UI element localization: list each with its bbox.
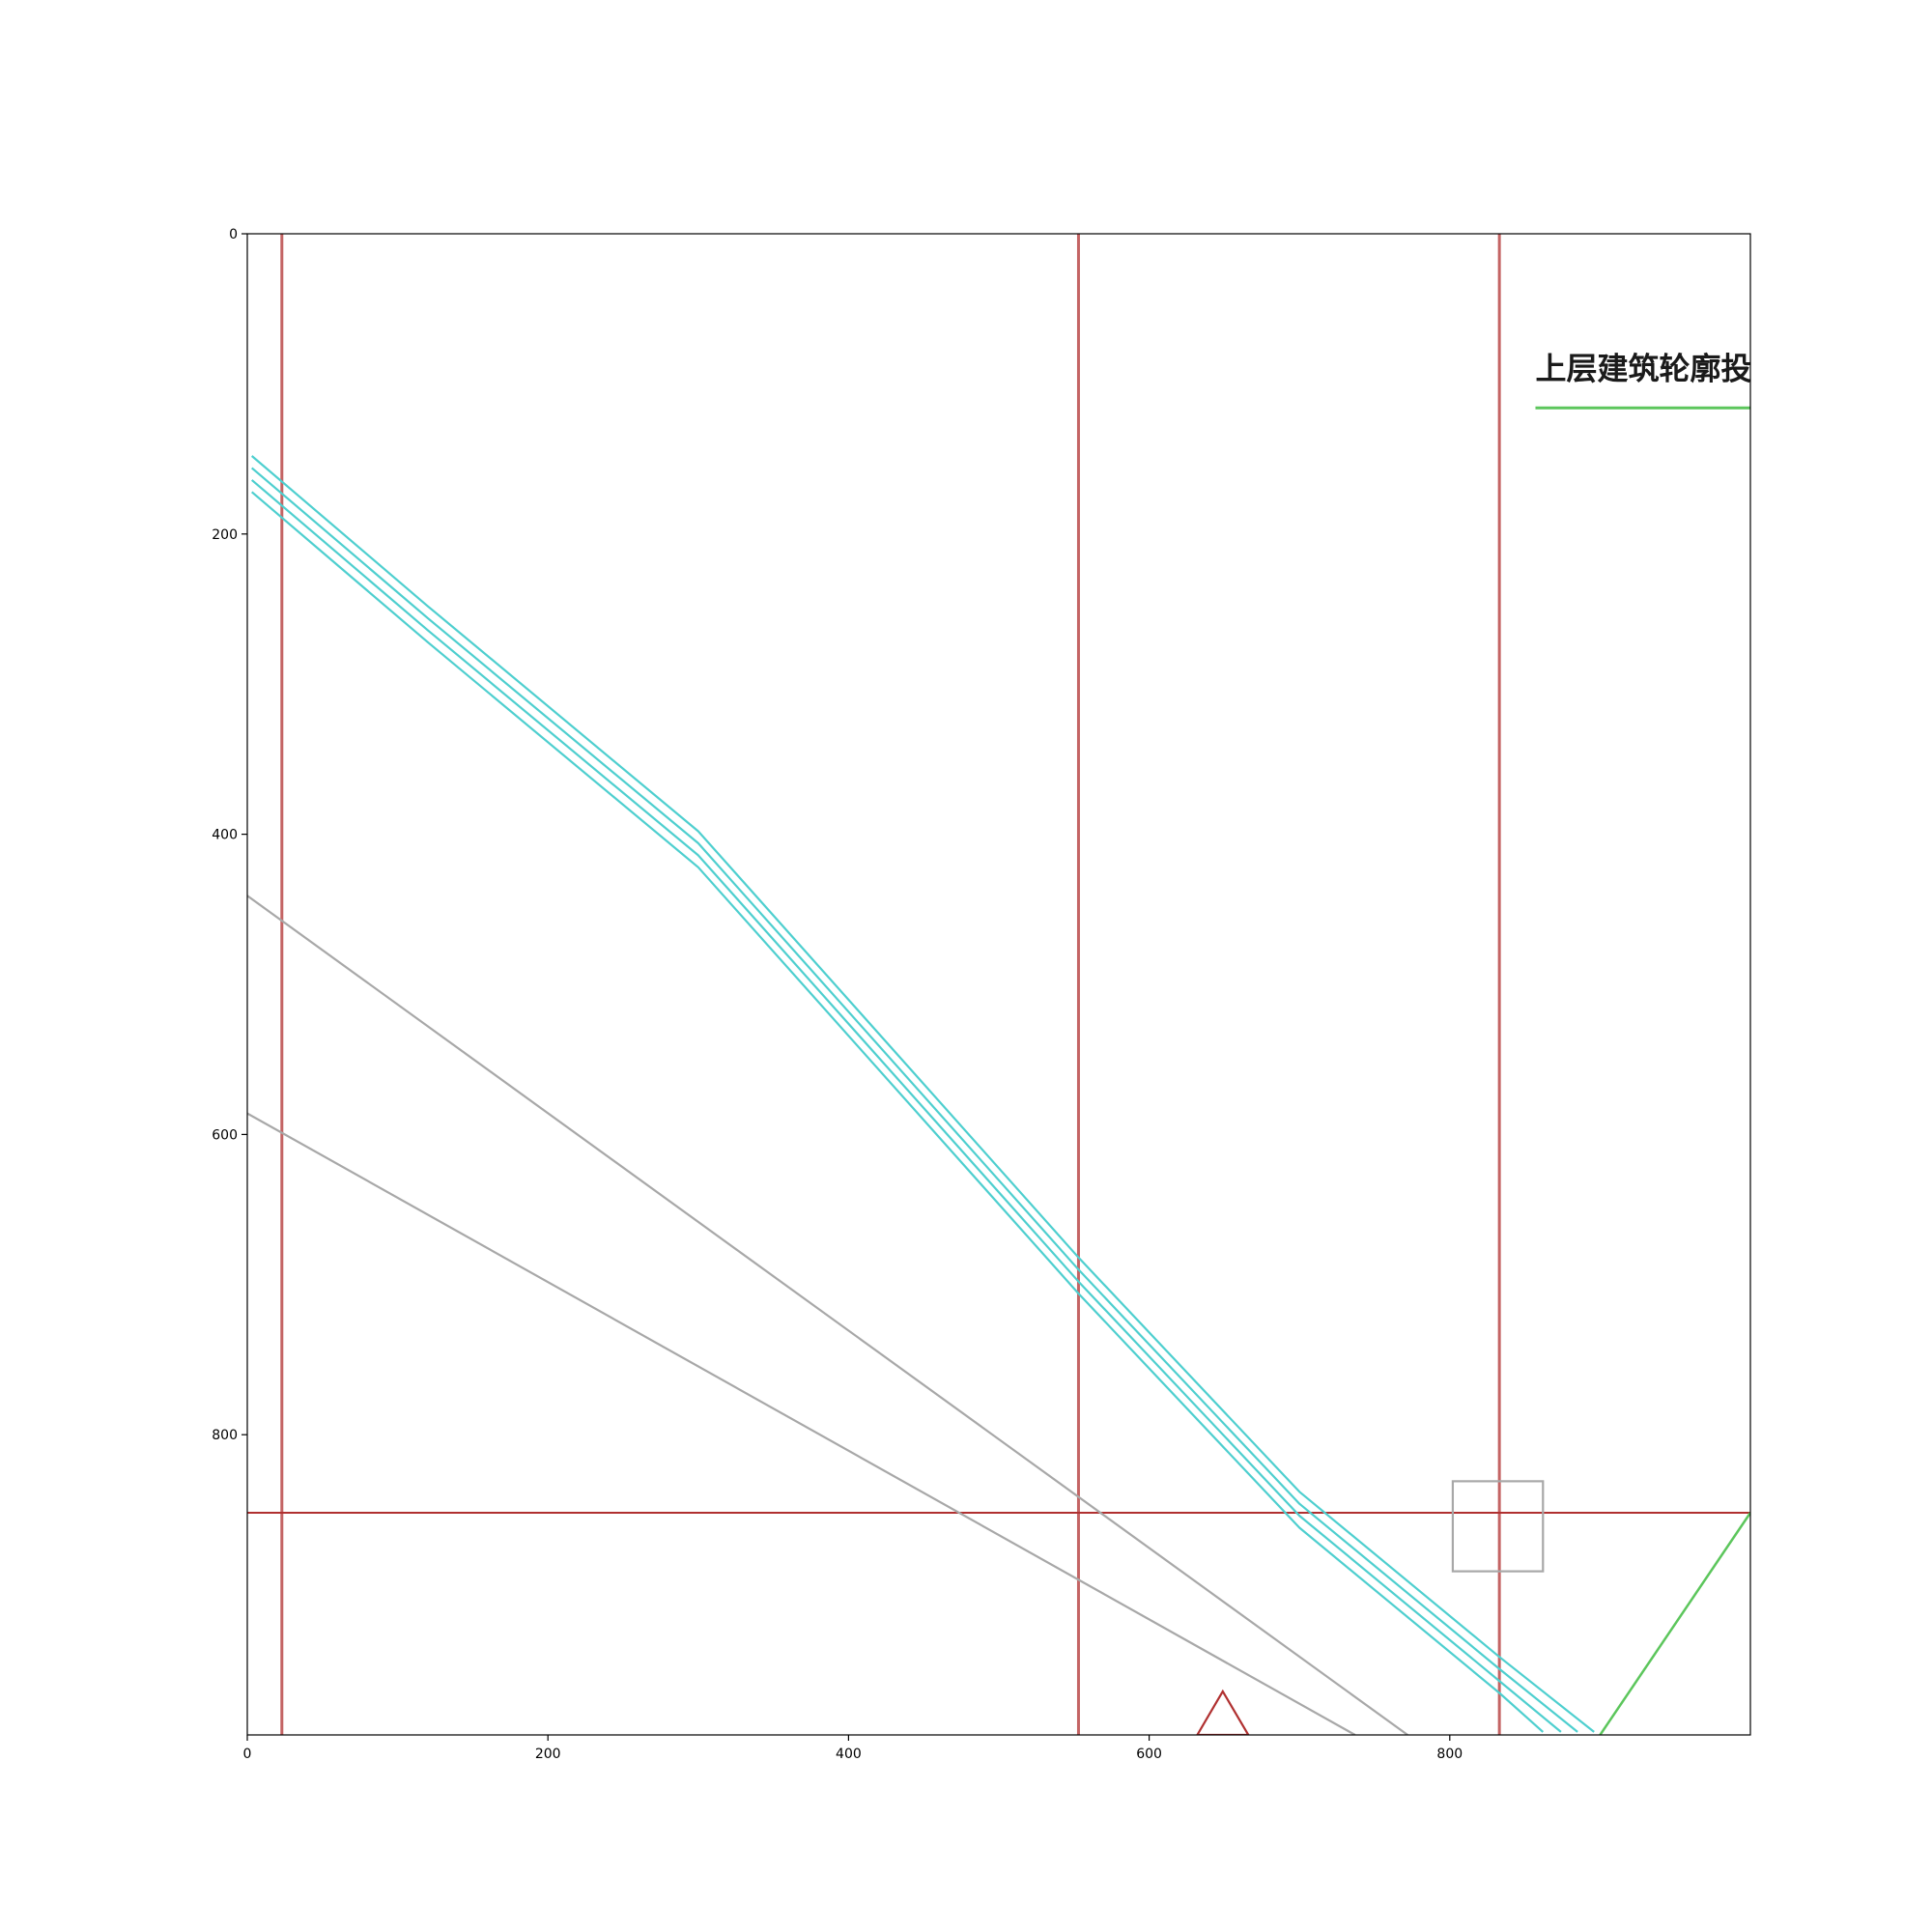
- y-tick-label-1: 0: [229, 227, 238, 242]
- red-triangle-marker: [1196, 1689, 1250, 1735]
- gray-line-1: [247, 895, 1408, 1735]
- y-tick-label-4: 600: [212, 1127, 238, 1143]
- cyan-curve-3: [250, 479, 1562, 1733]
- x-tick-label-3: 400: [836, 1747, 862, 1762]
- plot-area: 上层建筑轮廓投影: [247, 234, 1782, 1735]
- y-tick-label-5: 800: [212, 1428, 238, 1443]
- x-tick-label-1: 0: [243, 1747, 252, 1762]
- green-outline-line: [1599, 1512, 1750, 1735]
- x-tick-label-5: 800: [1436, 1747, 1463, 1762]
- gray-square-marker: [1451, 1480, 1545, 1573]
- legend-label: 上层建筑轮廓投影: [1535, 350, 1782, 386]
- y-tick-label-2: 200: [212, 527, 238, 543]
- cyan-curve-4: [250, 491, 1545, 1733]
- x-tick-label-2: 200: [535, 1747, 561, 1762]
- x-axis: 0 200 400 600 800: [243, 1735, 1463, 1762]
- plot-background: [247, 234, 1750, 1735]
- gray-line-2: [247, 1112, 1356, 1735]
- y-tick-label-3: 400: [212, 828, 238, 843]
- y-axis: 0 200 400 600 800: [212, 227, 247, 1443]
- x-tick-label-4: 600: [1136, 1747, 1162, 1762]
- cyan-curve-2: [250, 467, 1578, 1733]
- cyan-curve-1: [250, 455, 1595, 1733]
- plot-frame: [246, 233, 1751, 1736]
